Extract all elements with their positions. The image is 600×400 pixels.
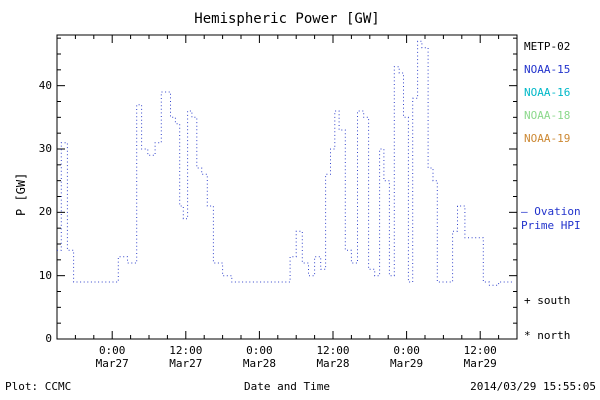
y-tick-label: 20 <box>38 205 52 219</box>
plot-credit: Plot: CCMC <box>5 380 72 393</box>
hpi-step-line <box>57 40 514 286</box>
x-tick-label: 0:00 Mar28 <box>242 344 276 370</box>
legend-item-noaa-16: NOAA-16 <box>524 86 571 99</box>
legend-marker-south: + south <box>524 294 571 307</box>
plot-frame <box>56 34 518 340</box>
x-tick-label: 0:00 Mar29 <box>390 344 424 370</box>
legend-ovation-prime: — Ovation Prime HPI <box>521 205 581 233</box>
x-tick-label: 12:00 Mar27 <box>169 344 203 370</box>
legend-item-noaa-15: NOAA-15 <box>524 63 571 76</box>
y-tick-label: 40 <box>38 78 52 92</box>
legend-item-metp-02: METP-02 <box>524 40 571 53</box>
y-tick-label: 30 <box>38 142 52 155</box>
x-tick-label: 12:00 Mar29 <box>463 344 497 370</box>
x-tick-label: 12:00 Mar28 <box>316 344 350 370</box>
x-axis-label: Date and Time <box>243 380 331 393</box>
chart-title: Hemispheric Power [GW] <box>194 11 380 27</box>
legend-marker-north: * north <box>524 329 571 342</box>
y-tick-label: 10 <box>38 268 52 282</box>
x-tick-label: 0:00 Mar27 <box>95 344 129 370</box>
ovation-label-line1: — Ovation <box>521 205 581 218</box>
y-tick-label: 0 <box>45 332 52 345</box>
legend-item-noaa-18: NOAA-18 <box>524 109 571 122</box>
plot-timestamp: 2014/03/29 15:55:05 <box>470 380 596 393</box>
legend-item-noaa-19: NOAA-19 <box>524 132 571 145</box>
ovation-label-line2: Prime HPI <box>521 219 581 232</box>
